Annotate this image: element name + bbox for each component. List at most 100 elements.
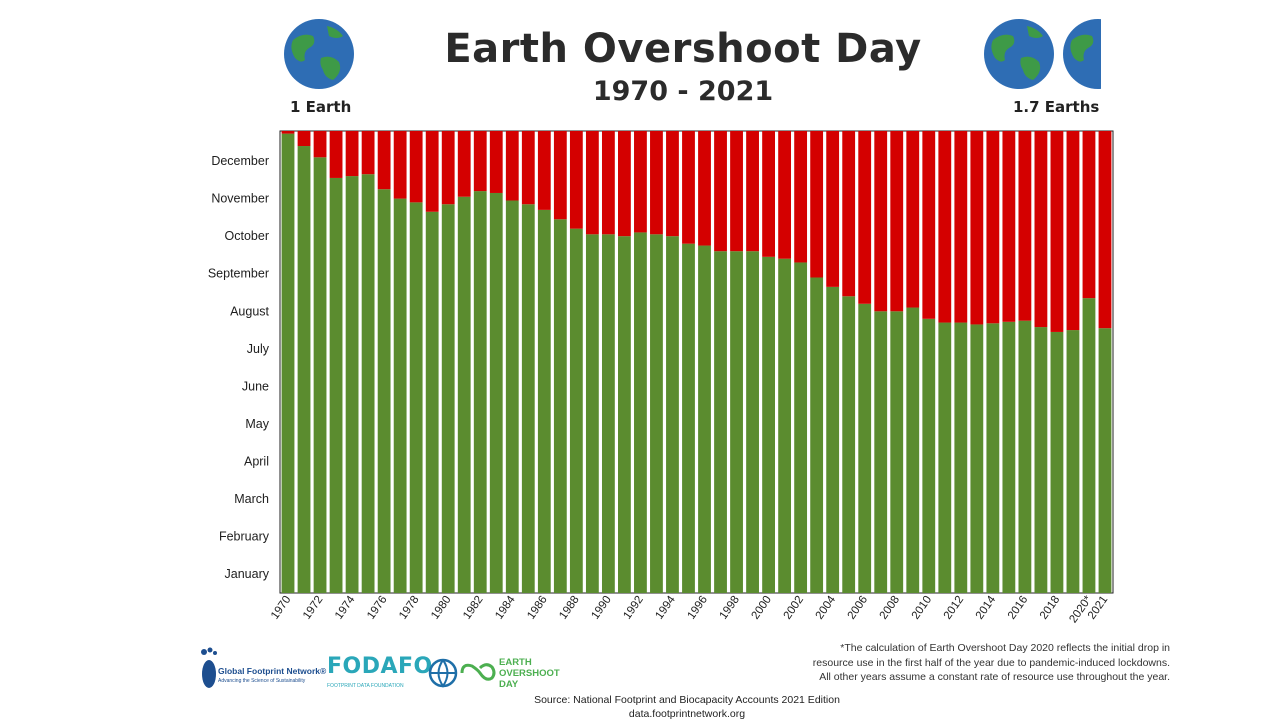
bar-overshoot-1993: [650, 131, 663, 235]
bar-budget-1996: [698, 245, 711, 593]
x-tick-label: 1992: [621, 594, 646, 622]
fodafo-tagline: FOOTPRINT DATA FOUNDATION: [327, 683, 404, 689]
bar-overshoot-1981: [457, 131, 471, 197]
bar-overshoot-1994: [666, 131, 679, 237]
fodafo-logo: FODAFO FOOTPRINT DATA FOUNDATION: [327, 654, 432, 694]
source-url: data.footprintnetwork.org: [628, 708, 746, 720]
bar-budget-1976: [377, 189, 391, 593]
bar-budget-2003: [810, 277, 824, 593]
bar-budget-1994: [666, 236, 679, 594]
bar-overshoot-2008: [890, 131, 904, 312]
bar-budget-1979: [425, 211, 439, 593]
x-tick-label: 2002: [782, 594, 807, 622]
globe-outline-icon: [428, 658, 458, 688]
bar-overshoot-1978: [409, 131, 423, 203]
bar-overshoot-2015: [1002, 131, 1016, 322]
bar-budget-1982: [473, 191, 487, 593]
chart-subtitle: 1970 - 2021: [592, 76, 774, 107]
bar-budget-2005: [842, 296, 856, 593]
bar-overshoot-1995: [682, 131, 695, 244]
bar-overshoot-1972: [313, 131, 327, 158]
bar-budget-1977: [393, 198, 407, 594]
chart-title: Earth Overshoot Day: [444, 26, 922, 72]
bar-overshoot-1980: [441, 131, 455, 205]
bar-overshoot-2000: [762, 131, 775, 257]
bar-overshoot-1991: [618, 131, 631, 237]
bar-budget-2001: [778, 258, 792, 593]
bar-overshoot-1982: [473, 131, 487, 192]
bar-budget-1987: [553, 219, 567, 593]
bar-overshoot-2009: [906, 131, 920, 308]
y-tick-label: October: [225, 229, 269, 243]
bar-overshoot-2011: [938, 131, 952, 323]
bar-budget-1990: [601, 234, 615, 594]
footnote-line: resource use in the first half of the ye…: [812, 656, 1170, 669]
one-earth-label: 1 Earth: [290, 98, 352, 116]
x-tick-label: 1976: [365, 594, 390, 622]
footnote-line: *The calculation of Earth Overshoot Day …: [840, 642, 1170, 654]
x-tick-label: 2012: [942, 594, 967, 622]
bar-overshoot-1973: [329, 131, 343, 178]
bar-overshoot-1989: [585, 131, 599, 235]
bar-budget-1988: [569, 228, 583, 593]
bar-overshoot-1998: [730, 131, 743, 252]
bar-overshoot-1976: [377, 131, 391, 190]
y-tick-label: January: [225, 567, 270, 581]
bar-budget-2013: [970, 324, 984, 593]
bar-budget-2021: [1098, 328, 1112, 593]
x-tick-label: 1984: [493, 593, 518, 621]
bar-budget-1998: [730, 251, 743, 593]
x-tick-label: 2008: [878, 594, 903, 622]
fodafo-name: FODAFO: [327, 654, 433, 679]
footprint-icon: [201, 647, 217, 688]
bar-overshoot-2020: [1082, 131, 1096, 299]
y-tick-label: December: [211, 154, 269, 168]
x-tick-label: 2018: [1038, 594, 1063, 622]
bar-budget-2011: [938, 322, 952, 593]
bar-overshoot-2007: [874, 131, 888, 312]
bar-budget-2008: [890, 311, 904, 593]
bar-overshoot-1974: [345, 131, 359, 177]
bar-budget-2020: [1082, 298, 1096, 593]
bar-budget-2018: [1050, 331, 1064, 593]
bar-budget-2019: [1066, 330, 1080, 593]
gfn-name: Global Footprint Network®: [218, 666, 327, 676]
bar-budget-2017: [1034, 327, 1048, 593]
bar-overshoot-2002: [794, 131, 808, 263]
bar-budget-2010: [922, 318, 936, 593]
infinity-arrow-icon: [460, 663, 496, 681]
earth-overshoot-day-logo: EARTH OVERSHOOT DAY: [428, 652, 578, 694]
globe-icon: [984, 19, 1054, 89]
bar-budget-2014: [986, 323, 1000, 593]
bar-budget-1978: [409, 202, 423, 594]
bar-overshoot-1992: [634, 131, 647, 233]
bar-budget-2004: [826, 286, 840, 593]
x-tick-label: 2014: [974, 593, 999, 621]
y-tick-label: March: [234, 492, 269, 506]
bar-overshoot-2006: [858, 131, 872, 304]
x-tick-label: 1996: [685, 594, 710, 622]
bar-overshoot-1983: [489, 131, 503, 193]
bar-overshoot-1984: [505, 131, 519, 201]
bar-budget-1971: [297, 146, 311, 593]
x-tick-label: 1986: [525, 594, 550, 622]
bar-budget-1983: [489, 192, 503, 593]
y-tick-label: July: [247, 342, 270, 356]
bar-overshoot-1986: [537, 131, 551, 210]
bar-budget-1970: [281, 133, 295, 593]
bar-overshoot-1996: [698, 131, 711, 246]
bar-overshoot-2014: [986, 131, 1000, 324]
globe-icon: [284, 19, 354, 89]
bar-overshoot-1979: [425, 131, 439, 212]
x-tick-label: 1980: [429, 594, 454, 622]
x-tick-label: 1978: [397, 594, 422, 622]
x-tick-label: 1988: [557, 594, 582, 622]
x-tick-label: 2006: [846, 594, 871, 622]
bar-budget-2007: [874, 311, 888, 593]
bar-overshoot-1997: [714, 131, 727, 252]
x-tick-label: 2016: [1006, 594, 1031, 622]
bar-overshoot-1987: [553, 131, 567, 220]
bar-budget-2015: [1002, 321, 1016, 593]
x-tick-label: 2000: [750, 594, 775, 622]
